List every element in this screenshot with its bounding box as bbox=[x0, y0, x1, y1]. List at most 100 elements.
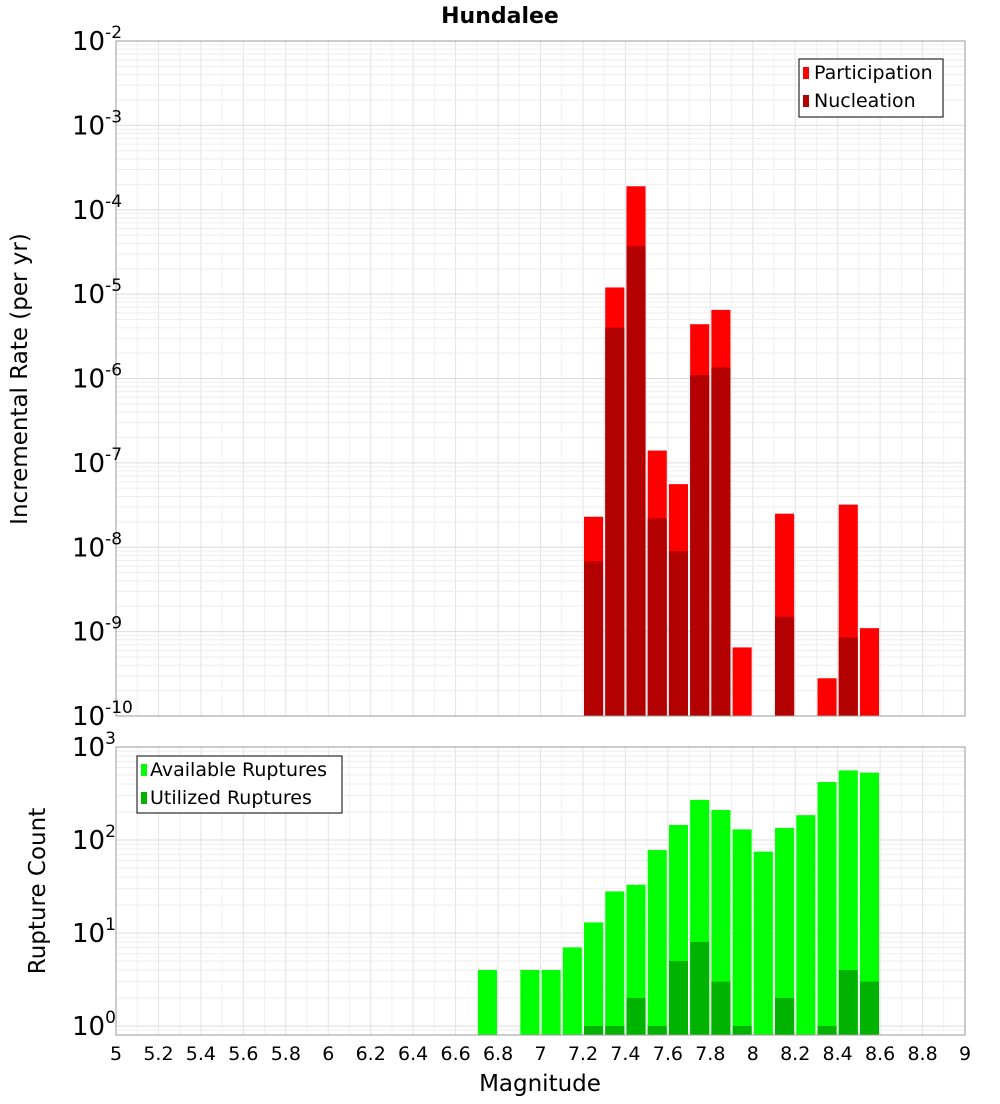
x-tick-label: 5.8 bbox=[271, 1043, 301, 1065]
legend-nucleation-label: Nucleation bbox=[814, 90, 916, 112]
x-tick-label: 7.6 bbox=[653, 1043, 683, 1065]
count-bar-utilized-ruptures bbox=[690, 942, 710, 1035]
count-y-ticks: 100 101 102 103 bbox=[72, 729, 116, 1042]
x-tick-label: 7.2 bbox=[568, 1043, 598, 1065]
count-legend: Available Ruptures Utilized Ruptures bbox=[136, 755, 343, 814]
x-tick-label: 8 bbox=[747, 1043, 759, 1065]
x-tick-label: 6.4 bbox=[398, 1043, 428, 1065]
count-bar-utilized-ruptures bbox=[817, 1025, 837, 1035]
x-tick-label: 8.4 bbox=[823, 1043, 853, 1065]
count-bar-available-ruptures bbox=[838, 770, 858, 1035]
rate-y-tick-label: 10-3 bbox=[72, 107, 122, 141]
count-bar-available-ruptures bbox=[817, 782, 837, 1035]
rate-plot-frame bbox=[115, 40, 966, 717]
count-bar-utilized-ruptures bbox=[626, 997, 646, 1035]
x-tick-label: 7.4 bbox=[610, 1043, 640, 1065]
rate-legend: Participation Nucleation bbox=[798, 58, 944, 118]
x-tick-label: 6.2 bbox=[356, 1043, 386, 1065]
count-bar-available-ruptures bbox=[711, 810, 731, 1035]
rate-bar-nucleation bbox=[584, 561, 604, 716]
x-tick-label: 8.6 bbox=[865, 1043, 895, 1065]
count-bar-utilized-ruptures bbox=[647, 1025, 667, 1035]
count-bar-available-ruptures bbox=[584, 922, 604, 1035]
count-bar-utilized-ruptures bbox=[838, 969, 858, 1035]
legend-nucleation-swatch bbox=[803, 95, 809, 107]
rate-bar-nucleation bbox=[838, 637, 858, 716]
count-bar-available-ruptures bbox=[605, 891, 625, 1035]
count-bar-available-ruptures bbox=[626, 884, 646, 1035]
rate-y-tick-label: 10-4 bbox=[72, 192, 122, 226]
count-y-tick-label: 101 bbox=[72, 915, 116, 949]
rate-bar-nucleation bbox=[626, 246, 646, 716]
count-bar-utilized-ruptures bbox=[605, 1025, 625, 1035]
count-y-tick-label: 102 bbox=[72, 822, 116, 856]
rate-y-tick-label: 10-2 bbox=[72, 23, 122, 57]
count-bar-utilized-ruptures bbox=[584, 1025, 604, 1035]
rate-y-ticks: 10-10 10-9 10-8 10-7 10-6 10-5 10-4 10-3 10-2 bbox=[72, 23, 133, 732]
rate-bars bbox=[584, 186, 880, 716]
chart-title: Hundalee bbox=[441, 4, 559, 29]
x-tick-label: 5.6 bbox=[228, 1043, 258, 1065]
legend-available-label: Available Ruptures bbox=[150, 759, 327, 781]
count-y-tick-label: 100 bbox=[72, 1008, 116, 1042]
count-bars bbox=[477, 770, 880, 1035]
count-bar-available-ruptures bbox=[647, 850, 667, 1035]
rate-bar-participation bbox=[817, 678, 837, 716]
x-tick-labels: 5 5.2 5.4 5.6 5.8 6 6.2 6.4 6.6 6.8 7 7.2 7.4 7.6 7.8 8… bbox=[110, 1043, 971, 1065]
x-tick-label: 5.2 bbox=[143, 1043, 173, 1065]
x-tick-label: 5.4 bbox=[186, 1043, 216, 1065]
rate-bar-participation bbox=[859, 628, 880, 716]
count-bar-available-ruptures bbox=[520, 969, 540, 1035]
rate-y-axis-label: Incremental Rate (per yr) bbox=[7, 233, 33, 525]
x-tick-label: 9 bbox=[959, 1043, 971, 1065]
rate-y-tick-label: 10-9 bbox=[72, 614, 122, 648]
rate-bar-nucleation bbox=[775, 616, 795, 716]
x-tick-label: 5 bbox=[110, 1043, 122, 1065]
rate-bar-nucleation bbox=[647, 518, 667, 716]
rate-panel: 10-10 10-9 10-8 10-7 10-6 10-5 10-4 10-3 10-2 In… bbox=[7, 23, 966, 732]
count-bar-available-ruptures bbox=[562, 947, 582, 1035]
rate-y-tick-label: 10-6 bbox=[72, 361, 122, 395]
count-bar-available-ruptures bbox=[541, 969, 561, 1035]
rate-legend-box bbox=[798, 58, 944, 118]
rate-bar-nucleation bbox=[711, 367, 731, 716]
rate-grid bbox=[115, 41, 966, 717]
x-axis-label: Magnitude bbox=[479, 1071, 601, 1097]
count-bar-available-ruptures bbox=[796, 815, 816, 1035]
x-tick-label: 8.8 bbox=[907, 1043, 937, 1065]
legend-participation-label: Participation bbox=[814, 62, 933, 84]
count-bar-utilized-ruptures bbox=[775, 997, 795, 1035]
rate-y-tick-label: 10-10 bbox=[72, 698, 133, 732]
count-bar-utilized-ruptures bbox=[732, 1025, 752, 1035]
count-bar-available-ruptures bbox=[859, 772, 880, 1035]
legend-utilized-label: Utilized Ruptures bbox=[150, 787, 312, 809]
count-bar-utilized-ruptures bbox=[859, 981, 880, 1035]
rate-y-tick-label: 10-5 bbox=[72, 276, 122, 310]
count-bar-available-ruptures bbox=[732, 829, 752, 1035]
count-bar-available-ruptures bbox=[753, 851, 773, 1035]
count-grid bbox=[115, 747, 966, 1036]
legend-participation-swatch bbox=[803, 67, 809, 79]
count-bar-available-ruptures bbox=[477, 969, 497, 1035]
x-tick-label: 8.2 bbox=[780, 1043, 810, 1065]
legend-utilized-swatch bbox=[141, 792, 147, 804]
count-y-axis-label: Rupture Count bbox=[25, 808, 51, 974]
x-tick-label: 6.6 bbox=[440, 1043, 470, 1065]
rate-bar-nucleation bbox=[690, 375, 710, 716]
count-legend-box bbox=[136, 755, 343, 814]
count-y-tick-label: 103 bbox=[72, 729, 116, 763]
x-tick-label: 7 bbox=[534, 1043, 546, 1065]
rate-y-tick-label: 10-7 bbox=[72, 445, 122, 479]
legend-available-swatch bbox=[141, 764, 147, 776]
x-tick-label: 7.8 bbox=[695, 1043, 725, 1065]
x-tick-label: 6.8 bbox=[483, 1043, 513, 1065]
x-tick-label: 6 bbox=[322, 1043, 334, 1065]
rate-bar-participation bbox=[732, 647, 752, 716]
count-bar-utilized-ruptures bbox=[668, 960, 689, 1035]
count-bar-available-ruptures bbox=[775, 827, 795, 1035]
rate-y-tick-label: 10-8 bbox=[72, 529, 122, 563]
count-plot-frame bbox=[115, 746, 966, 1036]
count-bar-utilized-ruptures bbox=[711, 981, 731, 1035]
